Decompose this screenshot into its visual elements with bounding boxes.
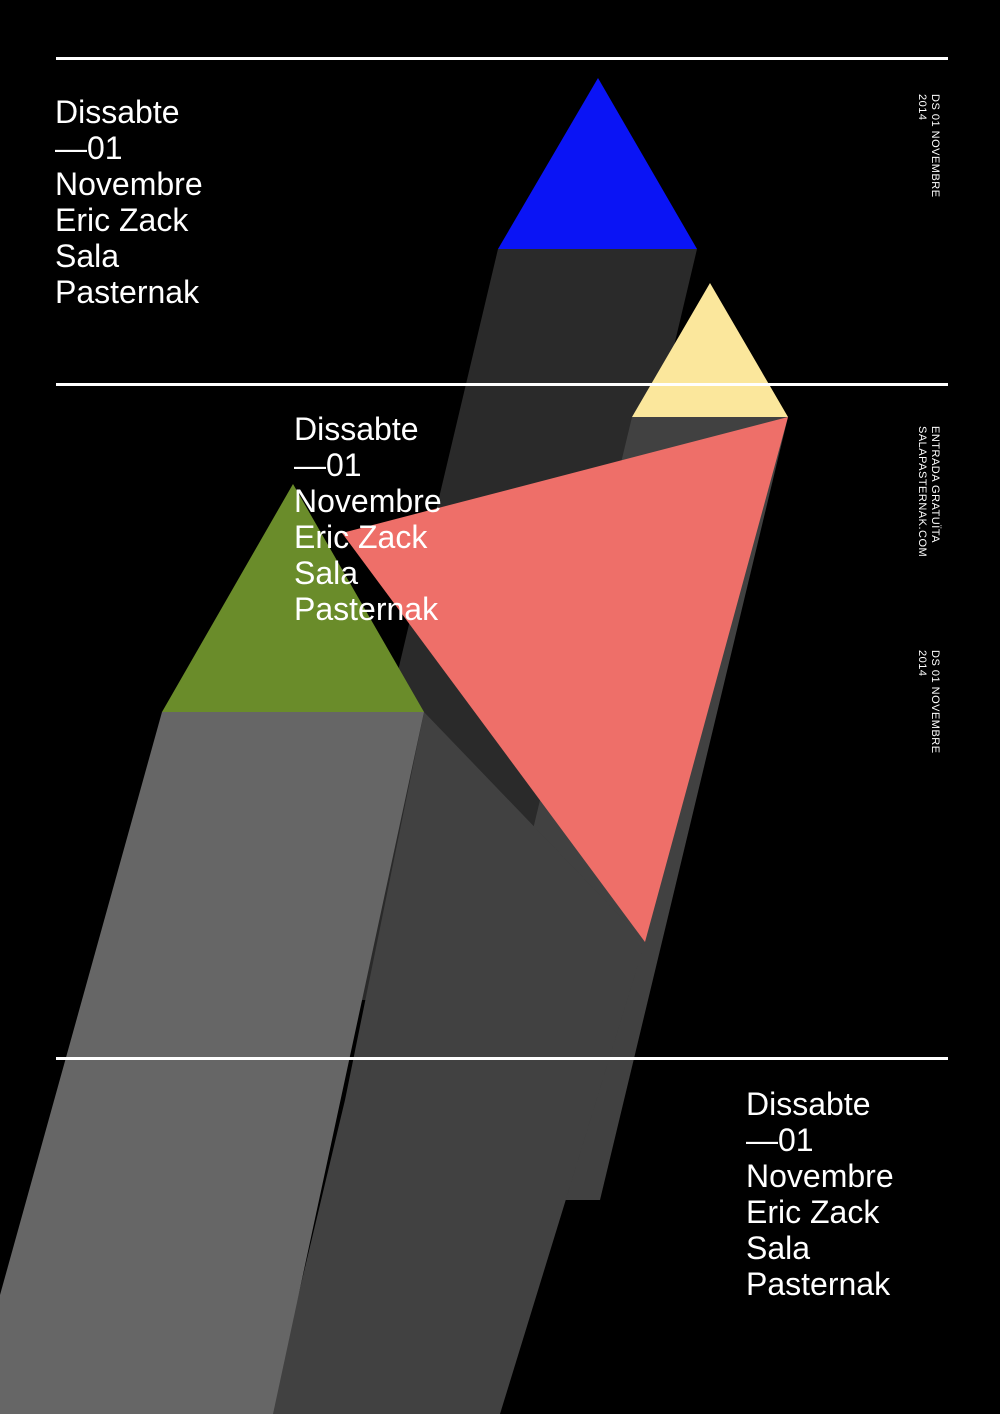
event-artist: Eric Zack (746, 1194, 880, 1230)
horizontal-rule-middle (56, 383, 948, 386)
event-month: Novembre (55, 166, 203, 202)
event-month: Novembre (746, 1158, 894, 1194)
dark-column-shadow (270, 712, 645, 1414)
horizontal-rule-bottom (56, 1057, 948, 1060)
event-date: —01 (746, 1122, 814, 1158)
event-date: —01 (294, 447, 362, 483)
side-year-line: 2014 (916, 94, 928, 121)
side-date-bottom: DS 01 NOVEMBRE 2014 (915, 650, 941, 754)
event-text-block-bottom: Dissabte —01 Novembre Eric Zack Sala Pas… (746, 1086, 894, 1302)
event-venue-line-1: Sala (294, 555, 359, 591)
side-date-top: DS 01 NOVEMBRE 2014 (915, 94, 941, 198)
side-entry-line: ENTRADA GRATUÏTA (929, 426, 941, 543)
event-venue-line-2: Pasternak (294, 591, 439, 627)
event-day: Dissabte (294, 411, 419, 447)
event-venue-line-1: Sala (55, 238, 120, 274)
blue-triangle (498, 78, 697, 249)
event-venue-line-1: Sala (746, 1230, 811, 1266)
side-date-line: DS 01 NOVEMBRE (929, 94, 941, 198)
side-year-line: 2014 (916, 650, 928, 677)
horizontal-rule-top (56, 57, 948, 60)
event-month: Novembre (294, 483, 442, 519)
event-text-block-middle: Dissabte —01 Novembre Eric Zack Sala Pas… (294, 411, 442, 627)
event-venue-line-2: Pasternak (55, 274, 200, 310)
side-website-line: SALAPASTERNAK.COM (916, 426, 928, 558)
event-day: Dissabte (55, 94, 180, 130)
event-date: —01 (55, 130, 123, 166)
event-artist: Eric Zack (55, 202, 189, 238)
event-artist: Eric Zack (294, 519, 428, 555)
coral-triangle (342, 417, 788, 942)
event-venue-line-2: Pasternak (746, 1266, 891, 1302)
side-info: ENTRADA GRATUÏTA SALAPASTERNAK.COM (915, 426, 941, 557)
event-text-block-top: Dissabte —01 Novembre Eric Zack Sala Pas… (55, 94, 203, 310)
light-column-shadow (0, 712, 424, 1414)
event-day: Dissabte (746, 1086, 871, 1122)
green-triangle (162, 484, 424, 712)
side-date-line: DS 01 NOVEMBRE (929, 650, 941, 754)
